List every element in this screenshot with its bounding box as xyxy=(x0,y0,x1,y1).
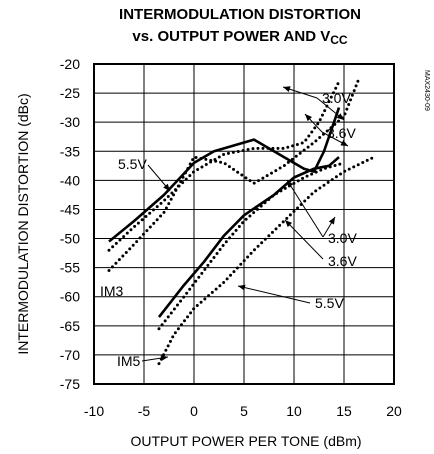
y-tick-label: -20 xyxy=(60,56,80,72)
annotation-arrowhead xyxy=(328,217,335,225)
y-tick-label: -45 xyxy=(60,201,80,217)
annotation-leader-line xyxy=(284,219,324,260)
x-tick-label: -5 xyxy=(138,403,151,419)
x-axis-label: OUTPUT POWER PER TONE (dBm) xyxy=(130,433,361,449)
annotation-arrowhead xyxy=(163,183,170,191)
x-tick-label: 0 xyxy=(190,403,198,419)
y-tick-label: -35 xyxy=(60,143,80,159)
y-axis-label: INTERMODULATION DISTORTION (dBc) xyxy=(15,93,31,354)
y-tick-label: -25 xyxy=(60,85,80,101)
chart-title-line-1: INTERMODULATION DISTORTION xyxy=(119,6,361,23)
chart-title-line-2: vs. OUTPUT POWER AND VCC xyxy=(132,28,347,47)
annotation-leaders xyxy=(141,86,349,362)
annotation-leader-line xyxy=(286,179,324,238)
series-line-im5-3-0v xyxy=(157,161,346,331)
annotation-im5-3v0: 3.0V xyxy=(328,230,357,246)
y-tick-label: -75 xyxy=(60,376,80,392)
x-tick-label: 10 xyxy=(286,403,302,419)
annotation-im5-5v5: 5.5V xyxy=(315,295,344,311)
annotation-arrowhead xyxy=(305,114,312,122)
annotation-arrowhead xyxy=(336,113,344,120)
x-tick-label: 5 xyxy=(240,403,248,419)
y-tick-label: -30 xyxy=(60,114,80,130)
annotation-arrowhead xyxy=(238,284,246,291)
annotation-arrowhead xyxy=(340,140,348,146)
annotation-im5-group: IM5 xyxy=(117,353,141,369)
part-code: MAX2430-09 xyxy=(423,70,430,111)
annotation-arrowhead xyxy=(160,355,168,362)
y-tick-label: -55 xyxy=(60,260,80,276)
x-tick-label: 15 xyxy=(336,403,352,419)
y-tick-label: -70 xyxy=(60,347,80,363)
y-tick-label: -40 xyxy=(60,172,80,188)
series-layer xyxy=(107,77,376,366)
annotation-arrowhead xyxy=(287,180,294,188)
annotation-im3-3v6: 3.6V xyxy=(327,125,356,141)
y-tick-label: -60 xyxy=(60,289,80,305)
y-tick-label: -65 xyxy=(60,318,80,334)
annotation-im5-3v6: 3.6V xyxy=(328,253,357,269)
y-tick-label: -50 xyxy=(60,231,80,247)
annotation-im3-3v0: 3.0V xyxy=(322,90,351,106)
annotation-im3-5v5: 5.5V xyxy=(118,156,147,172)
plot-frame xyxy=(93,63,395,385)
series-line-im3-5-5v xyxy=(107,77,361,272)
annotation-im3-group: IM3 xyxy=(100,283,124,299)
series-line-im5-3-6v xyxy=(157,156,340,318)
series-line-im3-3-6v xyxy=(108,107,341,243)
x-tick-label: 20 xyxy=(386,403,402,419)
x-tick-label: -10 xyxy=(84,403,104,419)
annotation-arrowhead xyxy=(283,86,291,93)
grid xyxy=(94,64,394,384)
tick-labels: -10 -5 0 5 10 15 20-20-25-30-35-40-45-50-55-60… xyxy=(60,56,402,419)
series-line-im5-5-5v xyxy=(157,155,376,366)
annotation-leader-line xyxy=(237,285,311,304)
series-line-im3-3-0v xyxy=(107,80,341,252)
annotation-arrowhead xyxy=(285,220,293,228)
